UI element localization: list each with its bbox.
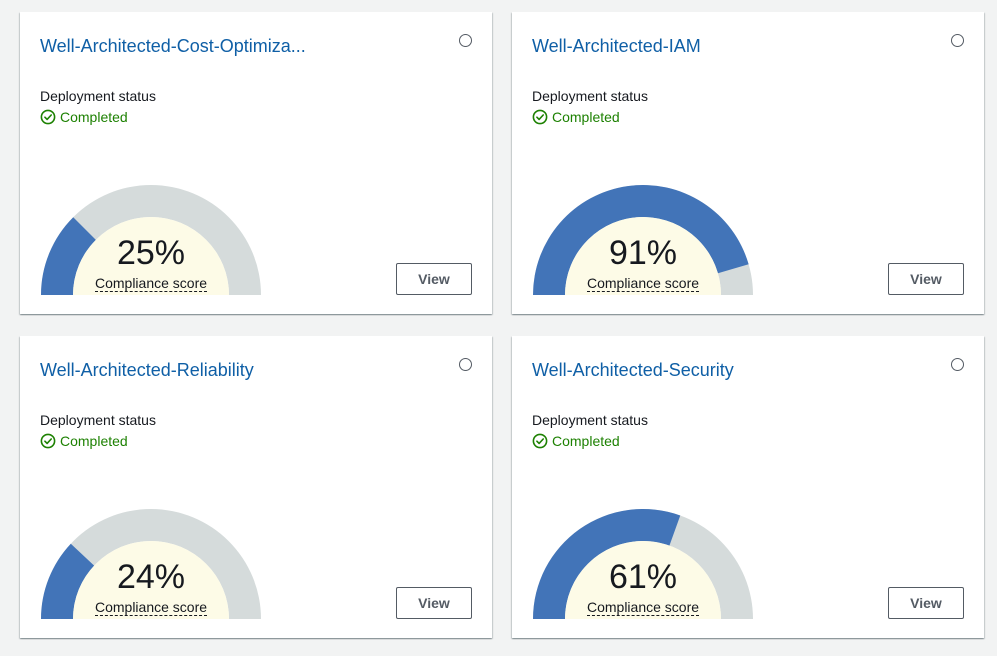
check-circle-icon bbox=[532, 433, 548, 449]
check-circle-icon bbox=[532, 109, 548, 125]
compliance-score-value: 91% bbox=[608, 234, 678, 272]
conformance-pack-card: Well-Architected-Reliability Deployment … bbox=[20, 336, 492, 638]
deployment-status-value: Completed bbox=[40, 109, 128, 125]
compliance-score-label[interactable]: Compliance score bbox=[40, 599, 262, 616]
compliance-gauge: 25% Compliance score bbox=[40, 184, 262, 295]
compliance-gauge: 61% Compliance score bbox=[532, 508, 754, 619]
compliance-score-label[interactable]: Compliance score bbox=[532, 275, 754, 292]
compliance-gauge: 91% Compliance score bbox=[532, 184, 754, 295]
gauge-fill bbox=[533, 508, 681, 619]
deployment-status-label: Deployment status bbox=[40, 412, 156, 428]
card-title-link[interactable]: Well-Architected-Cost-Optimiza... bbox=[40, 36, 306, 56]
gauge-fill bbox=[41, 217, 96, 295]
gauge-fill bbox=[41, 543, 95, 619]
compliance-score-label[interactable]: Compliance score bbox=[532, 599, 754, 616]
status-text: Completed bbox=[552, 109, 620, 125]
compliance-score-label[interactable]: Compliance score bbox=[40, 275, 262, 292]
gauge-center bbox=[73, 541, 229, 619]
compliance-score-value: 25% bbox=[116, 234, 186, 272]
conformance-pack-card: Well-Architected-Security Deployment sta… bbox=[512, 336, 984, 638]
view-button[interactable]: View bbox=[396, 263, 472, 295]
gauge-track bbox=[41, 509, 261, 619]
radio-icon[interactable] bbox=[459, 34, 472, 47]
radio-icon[interactable] bbox=[459, 358, 472, 371]
gauge-center bbox=[73, 217, 229, 295]
compliance-score-label-text[interactable]: Compliance score bbox=[586, 275, 700, 292]
view-button[interactable]: View bbox=[888, 263, 964, 295]
view-button[interactable]: View bbox=[396, 587, 472, 619]
compliance-score-value: 24% bbox=[116, 558, 186, 596]
radio-icon[interactable] bbox=[951, 358, 964, 371]
status-text: Completed bbox=[60, 109, 128, 125]
deployment-status-label: Deployment status bbox=[532, 412, 648, 428]
card-title-link[interactable]: Well-Architected-Reliability bbox=[40, 360, 254, 380]
deployment-status-value: Completed bbox=[532, 109, 620, 125]
check-circle-icon bbox=[40, 433, 56, 449]
compliance-score-label-text[interactable]: Compliance score bbox=[586, 599, 700, 616]
status-text: Completed bbox=[60, 433, 128, 449]
check-circle-icon bbox=[40, 109, 56, 125]
gauge-center bbox=[565, 217, 721, 295]
card-title-link[interactable]: Well-Architected-IAM bbox=[532, 36, 701, 56]
compliance-score-label-text[interactable]: Compliance score bbox=[94, 275, 208, 292]
gauge-fill bbox=[533, 185, 749, 295]
deployment-status-label: Deployment status bbox=[532, 88, 648, 104]
radio-icon[interactable] bbox=[951, 34, 964, 47]
compliance-score-label-text[interactable]: Compliance score bbox=[94, 599, 208, 616]
compliance-gauge: 24% Compliance score bbox=[40, 508, 262, 619]
conformance-pack-card: Well-Architected-IAM Deployment status C… bbox=[512, 12, 984, 314]
deployment-status-value: Completed bbox=[40, 433, 128, 449]
card-title-link[interactable]: Well-Architected-Security bbox=[532, 360, 734, 380]
view-button[interactable]: View bbox=[888, 587, 964, 619]
conformance-pack-card: Well-Architected-Cost-Optimiza... Deploy… bbox=[20, 12, 492, 314]
deployment-status-value: Completed bbox=[532, 433, 620, 449]
gauge-center bbox=[565, 541, 721, 619]
deployment-status-label: Deployment status bbox=[40, 88, 156, 104]
compliance-score-value: 61% bbox=[608, 558, 678, 596]
status-text: Completed bbox=[552, 433, 620, 449]
gauge-track bbox=[41, 185, 261, 295]
